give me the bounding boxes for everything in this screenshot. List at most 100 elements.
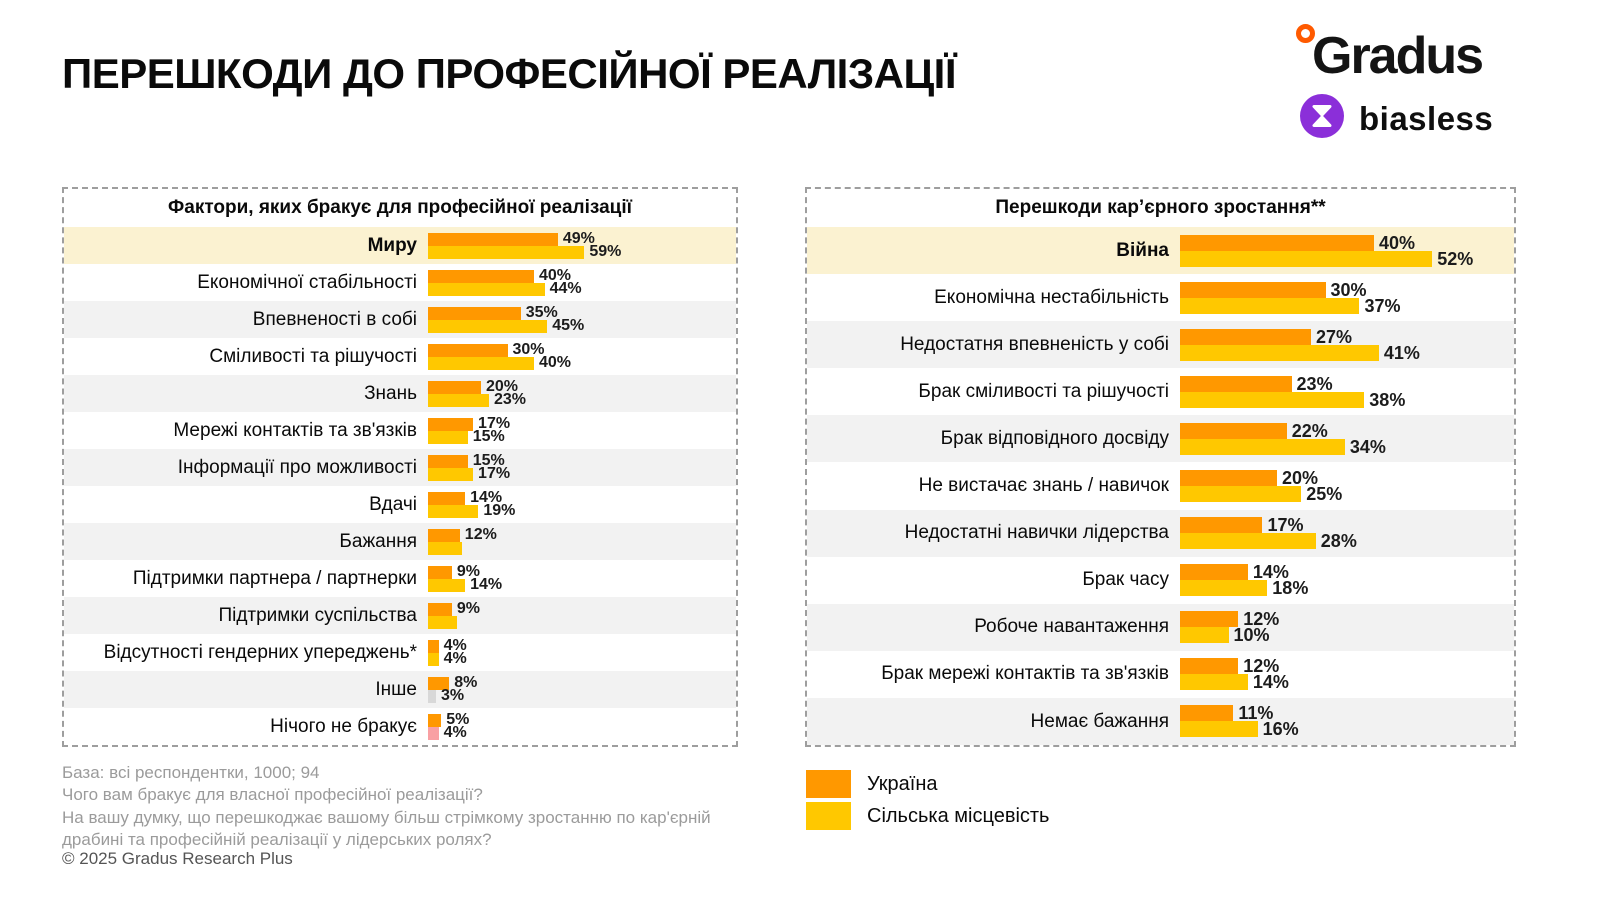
legend-swatch-ukraine <box>806 770 851 798</box>
bar-line: 12% <box>1180 657 1289 675</box>
bar-line: 22% <box>1180 420 1386 441</box>
bar-rural <box>1180 721 1258 738</box>
category-label: Інше <box>375 678 417 700</box>
chart-title-career: Перешкоди кар’єрного зростання** <box>995 197 1326 218</box>
value-label: 15% <box>472 452 505 469</box>
category-label: Інформації про можливості <box>177 456 417 478</box>
bar-rural <box>428 356 534 370</box>
value-label: 19% <box>483 502 516 519</box>
value-label: 10% <box>1233 625 1270 646</box>
bar-rural <box>428 282 545 296</box>
category-label: Підтримки партнера / партнерки <box>132 567 417 589</box>
value-label: 12% <box>464 526 497 543</box>
bar-group: 11% 16% <box>1180 704 1299 738</box>
category-label: Сміливості та рішучості <box>209 345 417 367</box>
bar-group: 30% 37% <box>1180 279 1400 315</box>
chart-title-factors: Фактори, яких бракує для професійної реа… <box>168 197 632 218</box>
value-label: 14% <box>470 489 503 506</box>
gradus-ring-icon <box>1296 24 1315 43</box>
chart-row: Відсутності гендерних упереджень* 4% 4% <box>64 634 736 671</box>
chart-row: Сміливості та рішучості 30% 40% <box>64 338 736 375</box>
chart-row: Недостатня впевненість у собі 27% 41% <box>807 321 1514 369</box>
bar-ukraine <box>1180 375 1292 392</box>
value-label: 15% <box>472 428 505 445</box>
chart-row: Брак часу 14% 18% <box>807 557 1514 604</box>
bar-ukraine <box>428 602 452 616</box>
bar-ukraine <box>428 713 442 727</box>
chart-row: Підтримки партнера / партнерки 9% 14% <box>64 560 736 597</box>
legend-item-rural: Сільська місцевість <box>806 802 1049 830</box>
chart-row: Брак сміливості та рішучості 23% 38% <box>807 368 1514 415</box>
bar-line: 28% <box>1180 532 1357 550</box>
bar-ukraine <box>428 491 466 505</box>
category-label: Вдачі <box>369 493 417 515</box>
legend-label-rural: Сільська місцевість <box>867 804 1050 827</box>
chart-row: Інше 8% 3% <box>64 671 736 708</box>
bar-line: 11% <box>1180 704 1299 722</box>
chart-row: Миру 49% 59% <box>64 227 736 264</box>
bar-group: 22% 34% <box>1180 420 1386 456</box>
chart-panel-career: Перешкоди кар’єрного зростання** Війна 40… <box>805 187 1516 747</box>
category-label: Не вистачає знань / навичок <box>918 475 1169 497</box>
bar-rural <box>428 578 466 592</box>
bar-group: 40% 52% <box>1180 234 1474 269</box>
bar-line: 9% <box>428 601 480 617</box>
bar-line: 52% <box>1180 248 1474 269</box>
bar-group: 20% 23% <box>428 379 526 408</box>
value-label: 30% <box>1330 279 1367 300</box>
copyright: © 2025 Gradus Research Plus <box>62 849 293 868</box>
value-label: 52% <box>1437 248 1474 269</box>
bar-ukraine <box>428 528 460 542</box>
gradus-logo: Gradus <box>1296 24 1526 85</box>
value-label: 59% <box>589 243 622 260</box>
bar-line: 14% <box>428 489 515 506</box>
chart-row: Вдачі 14% 19% <box>64 486 736 523</box>
chart-row: Економічна нестабільність 30% 37% <box>807 274 1514 321</box>
gradus-logo-text: Gradus <box>1312 27 1484 85</box>
category-label: Брак відповідного досвіду <box>940 427 1169 449</box>
bar-ukraine <box>428 269 534 283</box>
chart-row: Брак мережі контактів та зв'язків 12% 14% <box>807 651 1514 698</box>
value-label: 12% <box>1243 609 1280 630</box>
bar-group: 17% 15% <box>428 416 510 445</box>
bar-ukraine <box>428 232 558 246</box>
value-label: 4% <box>443 650 467 667</box>
category-label: Війна <box>1116 239 1169 261</box>
bar-ukraine <box>428 343 508 357</box>
bar-ukraine <box>428 676 450 690</box>
value-label: 22% <box>1291 420 1328 441</box>
bar-line: 40% <box>428 268 582 284</box>
category-label: Миру <box>367 234 417 256</box>
value-label: 20% <box>1282 468 1319 489</box>
bar-group: 12% 14% <box>1180 657 1289 693</box>
chart-row: Впевненості в собі 35% 45% <box>64 301 736 338</box>
bar-line: 30% <box>1180 279 1400 300</box>
chart-rows: Миру 49% 59% Економічної стабільності 40% 44%… <box>64 227 736 745</box>
bar-group: 49% 59% <box>428 231 622 260</box>
legend-swatch-rural <box>806 802 851 830</box>
bar-line: 5% <box>428 712 469 728</box>
bar-group: 15% 17% <box>428 452 510 482</box>
bar-line: 4% <box>428 638 467 654</box>
category-label: Підтримки суспільства <box>218 604 417 626</box>
bar-group: 35% 45% <box>428 305 584 334</box>
bar-group: 40% 44% <box>428 268 582 297</box>
chart-row: Недостатні навички лідерства 17% 28% <box>807 509 1514 557</box>
category-label: Брак мережі контактів та зв'язків <box>881 663 1169 685</box>
bar-line <box>428 541 497 555</box>
bar-ukraine <box>1180 328 1311 345</box>
category-label: Брак сміливості та рішучості <box>918 380 1169 402</box>
bar-line: 59% <box>428 243 622 260</box>
category-label: Економічної стабільності <box>197 271 417 293</box>
bar-line: 17% <box>1180 516 1357 534</box>
value-label: 23% <box>493 391 526 408</box>
value-label: 14% <box>1252 672 1289 693</box>
bar-rural <box>1180 297 1360 314</box>
bar-rural <box>1180 344 1379 361</box>
bar-group: 5% 4% <box>428 712 469 741</box>
bar-line: 17% <box>428 416 510 432</box>
bar-line: 41% <box>1180 344 1420 362</box>
category-label: Брак часу <box>1082 569 1169 591</box>
bar-rural <box>1180 580 1268 597</box>
bar-ukraine <box>1180 517 1263 534</box>
